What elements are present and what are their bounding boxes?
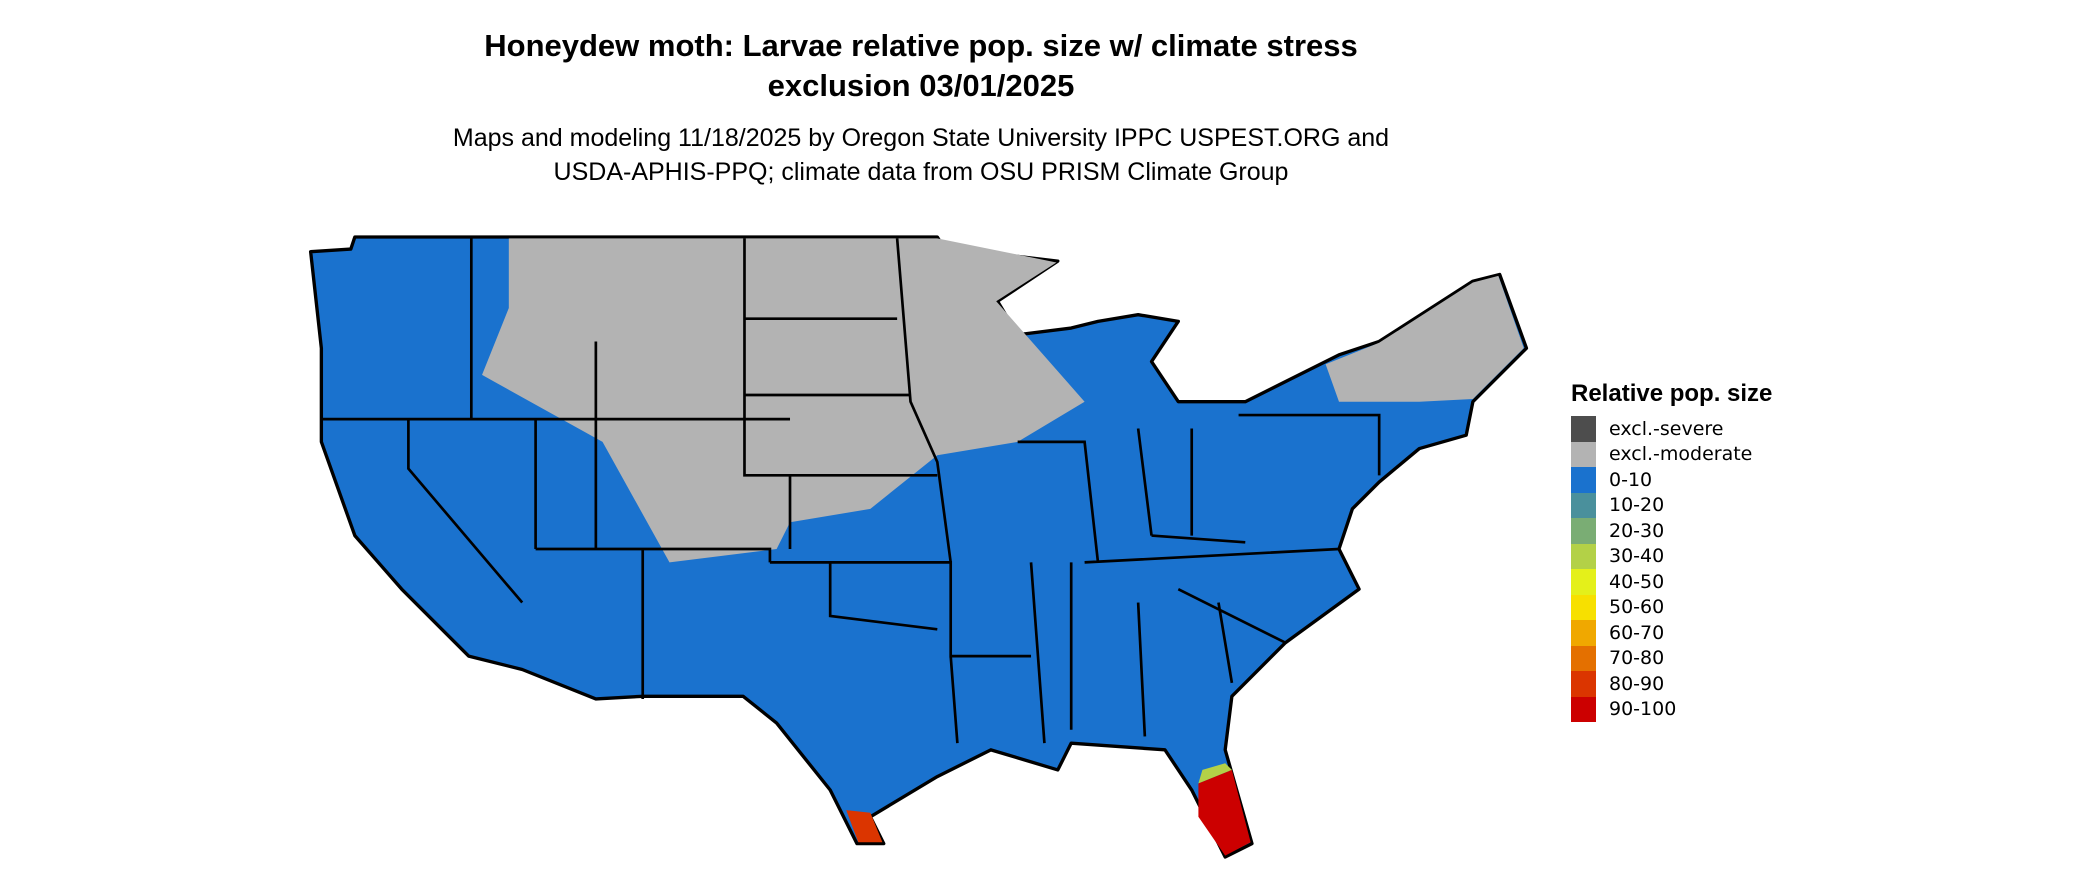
legend-label: 30-40 xyxy=(1609,545,1665,568)
legend-label: 20-30 xyxy=(1609,519,1665,542)
legend-label: 60-70 xyxy=(1609,621,1665,644)
legend-item: 0-10 xyxy=(1571,467,1772,493)
legend-item: 80-90 xyxy=(1571,671,1772,697)
map-subtitle-line2: USDA-APHIS-PPQ; climate data from OSU PR… xyxy=(553,158,1289,186)
legend-item: excl.-moderate xyxy=(1571,441,1772,467)
legend-item: 20-30 xyxy=(1571,518,1772,544)
legend-swatch xyxy=(1571,696,1596,722)
map-subtitle-line1: Maps and modeling 11/18/2025 by Oregon S… xyxy=(452,124,1390,152)
excluded-moderate-region-northeast xyxy=(1325,275,1524,402)
high-pop-region-florida xyxy=(1198,769,1251,856)
legend-swatch xyxy=(1571,645,1596,671)
legend-label: 50-60 xyxy=(1609,596,1665,619)
excluded-moderate-region-north xyxy=(482,238,1085,563)
legend-item: 60-70 xyxy=(1571,620,1772,646)
legend-label: 40-50 xyxy=(1609,570,1665,593)
legend-item: 50-60 xyxy=(1571,594,1772,620)
map-title-line1: Honeydew moth: Larvae relative pop. size… xyxy=(484,28,1358,63)
legend-label: excl.-severe xyxy=(1609,417,1724,440)
legend-swatch xyxy=(1571,416,1596,442)
legend-swatch xyxy=(1571,594,1596,620)
state-borders xyxy=(321,238,1381,744)
map-title-line2: exclusion 03/01/2025 xyxy=(767,68,1075,103)
legend-label: 10-20 xyxy=(1609,494,1665,517)
legend-swatch xyxy=(1571,518,1596,544)
legend-label: excl.-moderate xyxy=(1609,443,1753,466)
legend-item: excl.-severe xyxy=(1571,416,1772,442)
legend-label: 80-90 xyxy=(1609,672,1665,695)
high-pop-region-texas xyxy=(846,810,883,843)
legend-swatch xyxy=(1571,569,1596,595)
legend-label: 70-80 xyxy=(1609,647,1665,670)
legend-swatch xyxy=(1571,543,1596,569)
legend-item: 10-20 xyxy=(1571,492,1772,518)
legend-item: 40-50 xyxy=(1571,569,1772,595)
legend-swatch xyxy=(1571,441,1596,467)
legend-label: 0-10 xyxy=(1609,468,1653,491)
legend-label: 90-100 xyxy=(1609,698,1677,721)
legend-swatch xyxy=(1571,620,1596,646)
legend-item: 90-100 xyxy=(1571,696,1772,722)
legend-item: 70-80 xyxy=(1571,645,1772,671)
legend-swatch xyxy=(1571,492,1596,518)
legend-item: 30-40 xyxy=(1571,543,1772,569)
legend-swatch xyxy=(1571,671,1596,697)
legend: Relative pop. size excl.-severe excl.-mod… xyxy=(1571,380,1772,722)
mid-pop-region-florida xyxy=(1198,763,1232,784)
legend-title: Relative pop. size xyxy=(1571,380,1773,407)
legend-swatch xyxy=(1571,467,1596,493)
